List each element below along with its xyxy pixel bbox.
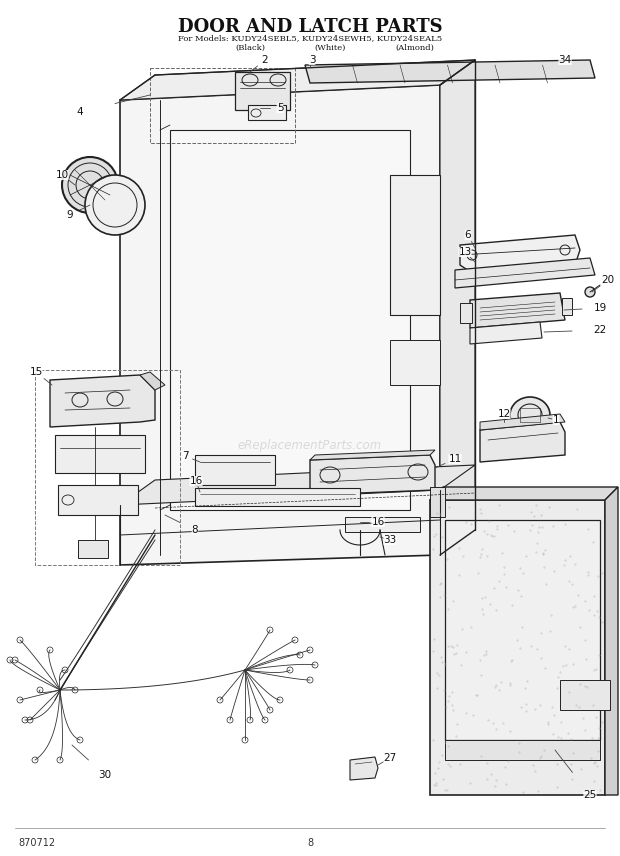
Text: 15: 15 (29, 367, 43, 377)
Bar (445, 520, 600, 740)
Polygon shape (120, 60, 475, 100)
Text: 8: 8 (307, 838, 313, 848)
Text: (White): (White) (314, 44, 346, 52)
Polygon shape (310, 455, 435, 495)
Text: 13: 13 (458, 247, 472, 257)
Bar (445, 740, 600, 760)
Ellipse shape (585, 287, 595, 297)
Bar (430, 500, 605, 795)
Polygon shape (470, 322, 542, 344)
Polygon shape (480, 414, 565, 430)
Bar (235, 72, 290, 110)
Text: 6: 6 (464, 230, 471, 240)
Polygon shape (50, 375, 155, 427)
Text: 8: 8 (192, 525, 198, 535)
Bar (560, 680, 610, 710)
Bar (58, 485, 138, 515)
Text: 4: 4 (77, 107, 83, 117)
Text: 12: 12 (497, 409, 511, 419)
Text: (Almond): (Almond) (396, 44, 435, 52)
Text: 9: 9 (67, 210, 73, 220)
Bar (390, 175, 440, 315)
Text: 20: 20 (601, 275, 614, 285)
Polygon shape (305, 60, 595, 83)
Polygon shape (480, 422, 565, 462)
Text: 5: 5 (277, 103, 283, 113)
Bar (170, 130, 410, 510)
Text: 3: 3 (309, 55, 316, 65)
Text: eReplacementParts.com: eReplacementParts.com (238, 438, 382, 451)
Text: (Black): (Black) (235, 44, 265, 52)
Text: 11: 11 (448, 454, 462, 464)
Text: 1: 1 (552, 415, 559, 425)
Polygon shape (605, 487, 618, 795)
Polygon shape (470, 293, 565, 328)
Text: 33: 33 (383, 535, 397, 545)
Ellipse shape (62, 157, 118, 213)
Text: 870712: 870712 (18, 838, 55, 848)
Text: 34: 34 (559, 55, 572, 65)
Text: 25: 25 (583, 790, 596, 800)
Polygon shape (140, 372, 165, 390)
Text: 7: 7 (182, 451, 188, 461)
Bar (55, 435, 145, 473)
Bar (460, 303, 472, 323)
Text: For Models: KUDY24SEBL5, KUDY24SEWH5, KUDY24SEAL5: For Models: KUDY24SEBL5, KUDY24SEWH5, KU… (178, 34, 442, 42)
Text: 16: 16 (371, 517, 384, 527)
Bar (345, 517, 420, 532)
Polygon shape (440, 60, 475, 555)
Text: 16: 16 (189, 476, 203, 486)
Ellipse shape (85, 175, 145, 235)
Bar (195, 455, 275, 485)
Text: 10: 10 (55, 170, 69, 180)
Polygon shape (310, 450, 435, 460)
Polygon shape (460, 235, 580, 275)
Bar (430, 487, 445, 517)
Polygon shape (120, 85, 440, 565)
Polygon shape (430, 487, 618, 500)
Text: 2: 2 (262, 55, 268, 65)
Polygon shape (350, 757, 378, 780)
Bar (78, 540, 108, 558)
Polygon shape (120, 465, 475, 505)
Bar (150, 68, 295, 143)
Ellipse shape (510, 397, 550, 433)
Text: 19: 19 (593, 303, 606, 313)
Bar (248, 105, 286, 120)
Bar (35, 370, 180, 565)
Text: 27: 27 (383, 753, 397, 763)
Text: 22: 22 (593, 325, 606, 335)
Text: 30: 30 (99, 770, 112, 780)
Bar (195, 488, 360, 506)
Polygon shape (455, 258, 595, 288)
Bar (390, 340, 440, 385)
Text: DOOR AND LATCH PARTS: DOOR AND LATCH PARTS (178, 18, 442, 36)
Bar (562, 298, 572, 315)
